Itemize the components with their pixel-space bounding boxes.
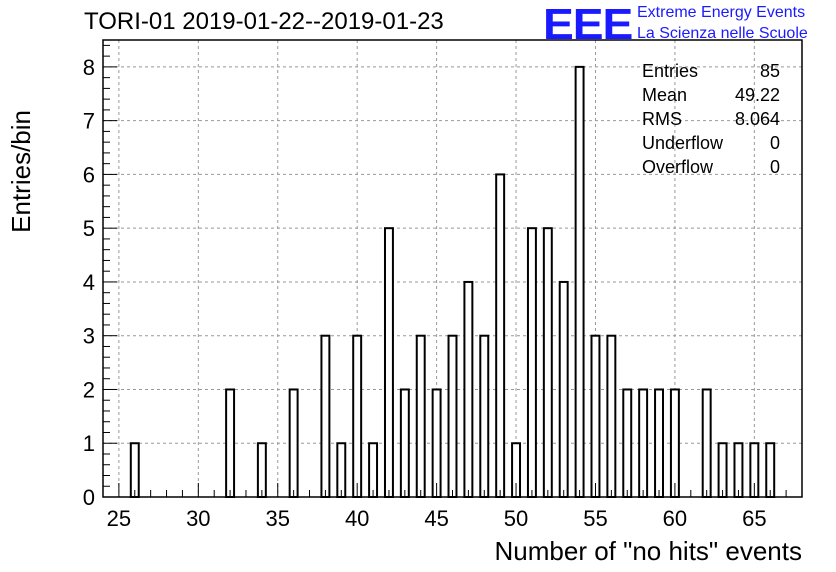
- histogram-bar: [526, 227, 537, 498]
- x-tick-label: 25: [107, 506, 131, 531]
- logo-line-2: La Scienza nelle Scuole: [637, 25, 808, 42]
- y-tick-label: 7: [83, 109, 95, 134]
- x-tick-label: 55: [583, 506, 607, 531]
- stats-row-underflow: Underflow 0: [642, 131, 780, 155]
- x-tick-label: 40: [345, 506, 369, 531]
- stats-row-overflow: Overflow 0: [642, 155, 780, 179]
- histogram-bar: [622, 388, 633, 498]
- stats-value: 85: [759, 61, 780, 81]
- stats-label: Underflow: [642, 133, 724, 153]
- histogram-bar: [352, 334, 363, 498]
- histogram-bar: [399, 388, 410, 498]
- y-tick-label: 8: [83, 55, 95, 80]
- histogram-bar: [542, 227, 553, 498]
- histogram-bar: [415, 334, 426, 498]
- histogram-bar: [669, 388, 680, 498]
- histogram-bar: [590, 334, 601, 498]
- stats-box: Entries 85 Mean 49.22 RMS 8.064 Underflow 0 …: [642, 59, 780, 179]
- stats-label: Entries: [642, 61, 699, 81]
- x-tick-label: 50: [504, 506, 528, 531]
- stats-row-entries: Entries 85: [642, 59, 780, 83]
- histogram-bar: [320, 334, 331, 498]
- x-tick-label: 35: [266, 506, 290, 531]
- x-tick-label: 65: [742, 506, 766, 531]
- histogram-bar: [701, 388, 712, 498]
- histogram-bar: [431, 388, 442, 498]
- histogram-bar: [765, 442, 776, 498]
- y-tick-label: 4: [83, 270, 95, 295]
- y-tick-label: 5: [83, 216, 95, 241]
- stats-label: Mean: [642, 85, 688, 105]
- logo-line-1: Extreme Energy Events: [637, 4, 806, 21]
- histogram-bar: [463, 280, 474, 498]
- histogram-bar: [225, 388, 236, 498]
- histogram-bar: [336, 442, 347, 498]
- x-tick-label: 60: [663, 506, 687, 531]
- y-tick-label: 3: [83, 324, 95, 349]
- histogram-bar: [129, 442, 140, 498]
- y-tick-label: 6: [83, 162, 95, 187]
- histogram-bar: [288, 388, 299, 498]
- histogram-bar: [733, 442, 744, 498]
- histogram-bar: [717, 442, 728, 498]
- histogram-bar: [654, 388, 664, 498]
- histogram-bar: [495, 173, 506, 498]
- histogram-bar: [558, 280, 569, 498]
- x-axis-label: Number of "no hits" events: [494, 536, 803, 566]
- stats-value: 8.064: [734, 109, 780, 129]
- logo-mark: EEE: [543, 0, 633, 49]
- histogram-bar: [574, 65, 585, 498]
- histogram-bar: [447, 334, 458, 498]
- chart-title: TORI-01 2019-01-22--2019-01-23: [84, 8, 444, 35]
- histogram-bar: [383, 227, 394, 498]
- y-tick-label: 1: [83, 431, 95, 456]
- stats-row-rms: RMS 8.064: [642, 107, 780, 131]
- histogram-bar: [638, 388, 649, 498]
- x-tick-label: 30: [186, 506, 210, 531]
- y-tick-label: 0: [83, 485, 95, 510]
- histogram-bar: [479, 334, 490, 498]
- histogram-bar: [368, 442, 379, 498]
- stats-value: 0: [769, 133, 780, 153]
- y-tick-label: 2: [83, 377, 95, 402]
- histogram-bar: [256, 442, 267, 498]
- histogram-bar: [606, 334, 617, 498]
- stats-value: 49.22: [734, 85, 780, 105]
- stats-row-mean: Mean 49.22: [642, 83, 780, 107]
- stats-value: 0: [769, 157, 780, 177]
- x-tick-label: 45: [424, 506, 448, 531]
- stats-label: Overflow: [642, 157, 714, 177]
- stats-label: RMS: [642, 109, 682, 129]
